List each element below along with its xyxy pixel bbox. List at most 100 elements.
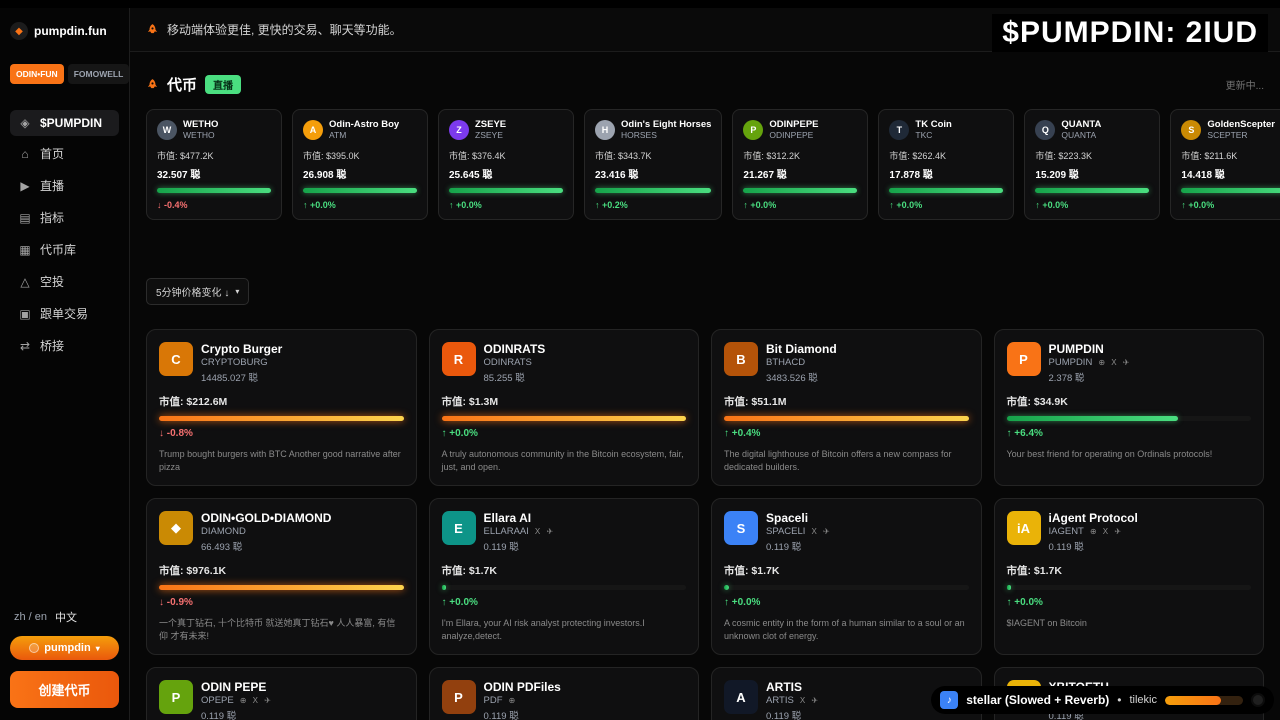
token-name: GoldenScepter	[1207, 119, 1275, 130]
progress-bar	[595, 188, 712, 193]
top-token-card[interactable]: H Odin's Eight Horses HORSES 市值: $343.7K …	[584, 109, 723, 220]
sidebar-item-bridge[interactable]: ⇄ 桥接	[10, 331, 119, 360]
app-root: ◆ pumpdin.fun ODIN•FUN FOMOWELL ◈ $PUMPD…	[0, 8, 1280, 720]
token-social-icons[interactable]: X ✈	[534, 527, 556, 537]
token-change: ↑ +0.0%	[743, 200, 777, 210]
create-token-button[interactable]: 创建代币	[10, 671, 119, 708]
account-button[interactable]: pumpdin ▾	[10, 636, 119, 660]
token-symbol: ATM	[329, 130, 347, 140]
metrics-icon: ▤	[19, 210, 31, 225]
progress-bar	[724, 416, 969, 421]
sort-dropdown[interactable]: 5分钟价格变化 ↓ ▾	[146, 278, 250, 305]
page-title: 代币	[167, 77, 198, 94]
sidebar-item-metrics[interactable]: ▤ 指标	[10, 203, 119, 232]
token-marketcap: 市值: $1.7K	[724, 565, 780, 578]
token-card[interactable]: P ODIN PDFiles PDF⊕ 0.119 聪 市值: $1.7K	[428, 667, 699, 720]
brand-logo[interactable]: ◆ pumpdin.fun	[10, 22, 119, 40]
language-current: 中文	[55, 612, 78, 624]
language-toggle[interactable]: zh / en 中文	[10, 609, 119, 625]
player-progress-track[interactable]	[1165, 695, 1243, 705]
token-change: ↓ -0.8%	[159, 428, 193, 439]
token-symbol: ZSEYE	[475, 130, 503, 140]
token-social-icons[interactable]: X ✈	[811, 527, 832, 537]
top-token-card[interactable]: S GoldenScepter SCEPTER 市值: $211.6K 14.41…	[1170, 109, 1280, 220]
token-marketcap: 市值: $343.7K	[595, 151, 652, 161]
token-description: Trump bought burgers with BTC Another go…	[159, 449, 401, 472]
sidebar-item-copy-trading[interactable]: ▣ 跟单交易	[10, 299, 119, 328]
sidebar-item-live[interactable]: ▶ 直播	[10, 171, 119, 200]
token-social-icons[interactable]: X ✈	[799, 696, 821, 706]
sidebar-item-pumpdin[interactable]: ◈ $PUMPDIN	[10, 110, 119, 136]
sidebar-item-label: 直播	[40, 179, 65, 193]
progress-bar	[159, 416, 404, 421]
token-card[interactable]: B Bit Diamond BTHACD 3483.526 聪 市值: $51.…	[711, 329, 982, 487]
token-card[interactable]: iA iAgent Protocol IAGENT ⊕ X ✈ 0.119 聪 市…	[993, 498, 1264, 656]
sidebar-item-home[interactable]: ⌂ 首页	[10, 139, 119, 168]
tab-odin-fun[interactable]: ODIN•FUN	[10, 64, 64, 84]
music-player[interactable]: ♪ stellar (Slowed + Reverb) • tilekic	[931, 686, 1274, 714]
token-marketcap: 市值: $262.4K	[889, 151, 946, 161]
token-avatar: A	[724, 680, 758, 715]
top-token-card[interactable]: T TK Coin TKC 市值: $262.4K 17.878 聪 ↑ +0.0…	[878, 109, 1015, 220]
progress-track	[1006, 416, 1251, 421]
live-badge[interactable]: 直播	[205, 75, 242, 94]
token-name: Odin-Astro Boy	[329, 119, 400, 130]
token-change: ↓ -0.4%	[157, 200, 188, 210]
token-card[interactable]: ◆ ODIN•GOLD•DIAMOND DIAMOND 66.493 聪 市值:…	[146, 498, 417, 656]
token-card[interactable]: S Spaceli SPACELI X ✈ 0.119 聪 市值: $1.7K ↑…	[711, 498, 982, 656]
token-social-icons[interactable]: ⊕ X ✈	[1098, 358, 1132, 367]
top-tokens-scroller[interactable]: W WETHO WETHO 市值: $477.2K 32.507 聪 ↓ -0.4…	[130, 109, 1280, 220]
progress-bar	[1006, 416, 1178, 421]
token-marketcap: 市值: $1.7K	[441, 565, 497, 578]
token-avatar: S	[1181, 119, 1202, 140]
token-marketcap: 市值: $211.6K	[1181, 151, 1238, 161]
token-change: ↑ +6.4%	[1006, 428, 1043, 439]
airdrop-icon: △	[20, 274, 30, 289]
sidebar-item-airdrop[interactable]: △ 空投	[10, 267, 119, 296]
home-icon: ⌂	[21, 146, 29, 161]
token-avatar: P	[1006, 342, 1041, 376]
token-social-icons[interactable]: ⊕ X ✈	[1089, 527, 1124, 537]
token-symbol: ODINRATS	[483, 357, 532, 368]
sidebar-item-token-library[interactable]: ▦ 代币库	[10, 235, 119, 264]
token-symbol: PUMPDIN	[1048, 357, 1093, 368]
token-card[interactable]: P ODIN PEPE OPEPE⊕ X ✈ 0.119 聪 市值: $1.7K	[146, 667, 417, 720]
token-avatar: P	[159, 680, 193, 715]
progress-bar	[1035, 188, 1150, 193]
chevron-down-icon: ▾	[235, 287, 240, 296]
token-description: Your best friend for operating on Ordina…	[1006, 449, 1213, 459]
token-marketcap: 市值: $312.2K	[743, 151, 800, 161]
top-token-card[interactable]: Q QUANTA QUANTA 市值: $223.3K 15.209 聪 ↑ +0…	[1024, 109, 1161, 220]
token-sats: 0.119 聪	[201, 711, 237, 720]
token-sats: 14485.027 聪	[201, 373, 259, 384]
token-social-icons[interactable]: ⊕ X ✈	[239, 696, 273, 706]
progress-bar	[1006, 585, 1012, 591]
token-change: ↑ +0.0%	[1006, 597, 1043, 609]
progress-track	[159, 585, 404, 591]
token-symbol: QUANTA	[1061, 130, 1097, 140]
update-status: 更新中...	[1225, 81, 1264, 92]
token-card[interactable]: E Ellara AI ELLARAAI X ✈ 0.119 聪 市值: $1.7…	[428, 498, 699, 656]
token-card[interactable]: P PUMPDIN PUMPDIN ⊕ X ✈ 2.378 聪 市值: $34.9…	[993, 329, 1264, 487]
language-options[interactable]: zh / en	[14, 611, 48, 623]
progress-track	[303, 188, 417, 193]
token-card[interactable]: R ODINRATS ODINRATS 85.255 聪 市值: $1.3M ↑…	[428, 329, 699, 487]
top-token-card[interactable]: W WETHO WETHO 市值: $477.2K 32.507 聪 ↓ -0.4…	[146, 109, 282, 220]
tab-fomowell[interactable]: FOMOWELL	[67, 64, 130, 84]
top-token-card[interactable]: A Odin-Astro Boy ATM 市值: $395.0K 26.908 聪…	[292, 109, 428, 220]
progress-bar	[159, 585, 404, 591]
token-change: ↑ +0.2%	[595, 200, 628, 210]
token-name: Bit Diamond	[766, 342, 837, 356]
top-token-card[interactable]: Z ZSEYE ZSEYE 市值: $376.4K 25.645 聪 ↑ +0.0…	[438, 109, 574, 220]
brand-flame-icon: ◆	[10, 22, 28, 40]
token-change: ↓ -0.9%	[159, 597, 193, 609]
top-token-card[interactable]: P ODINPEPE ODINPEPE 市值: $312.2K 21.267 聪 …	[732, 109, 869, 220]
token-card[interactable]: C Crypto Burger CRYPTOBURG 14485.027 聪 市…	[146, 329, 417, 487]
live-icon: ▶	[20, 178, 30, 193]
coin-icon	[29, 643, 40, 653]
player-knob[interactable]	[1251, 693, 1265, 707]
section-header: 代币 直播 更新中...	[130, 52, 1280, 109]
token-grid: C Crypto Burger CRYPTOBURG 14485.027 聪 市…	[130, 305, 1280, 720]
token-social-icons[interactable]: ⊕	[508, 696, 518, 706]
progress-track	[441, 416, 686, 421]
